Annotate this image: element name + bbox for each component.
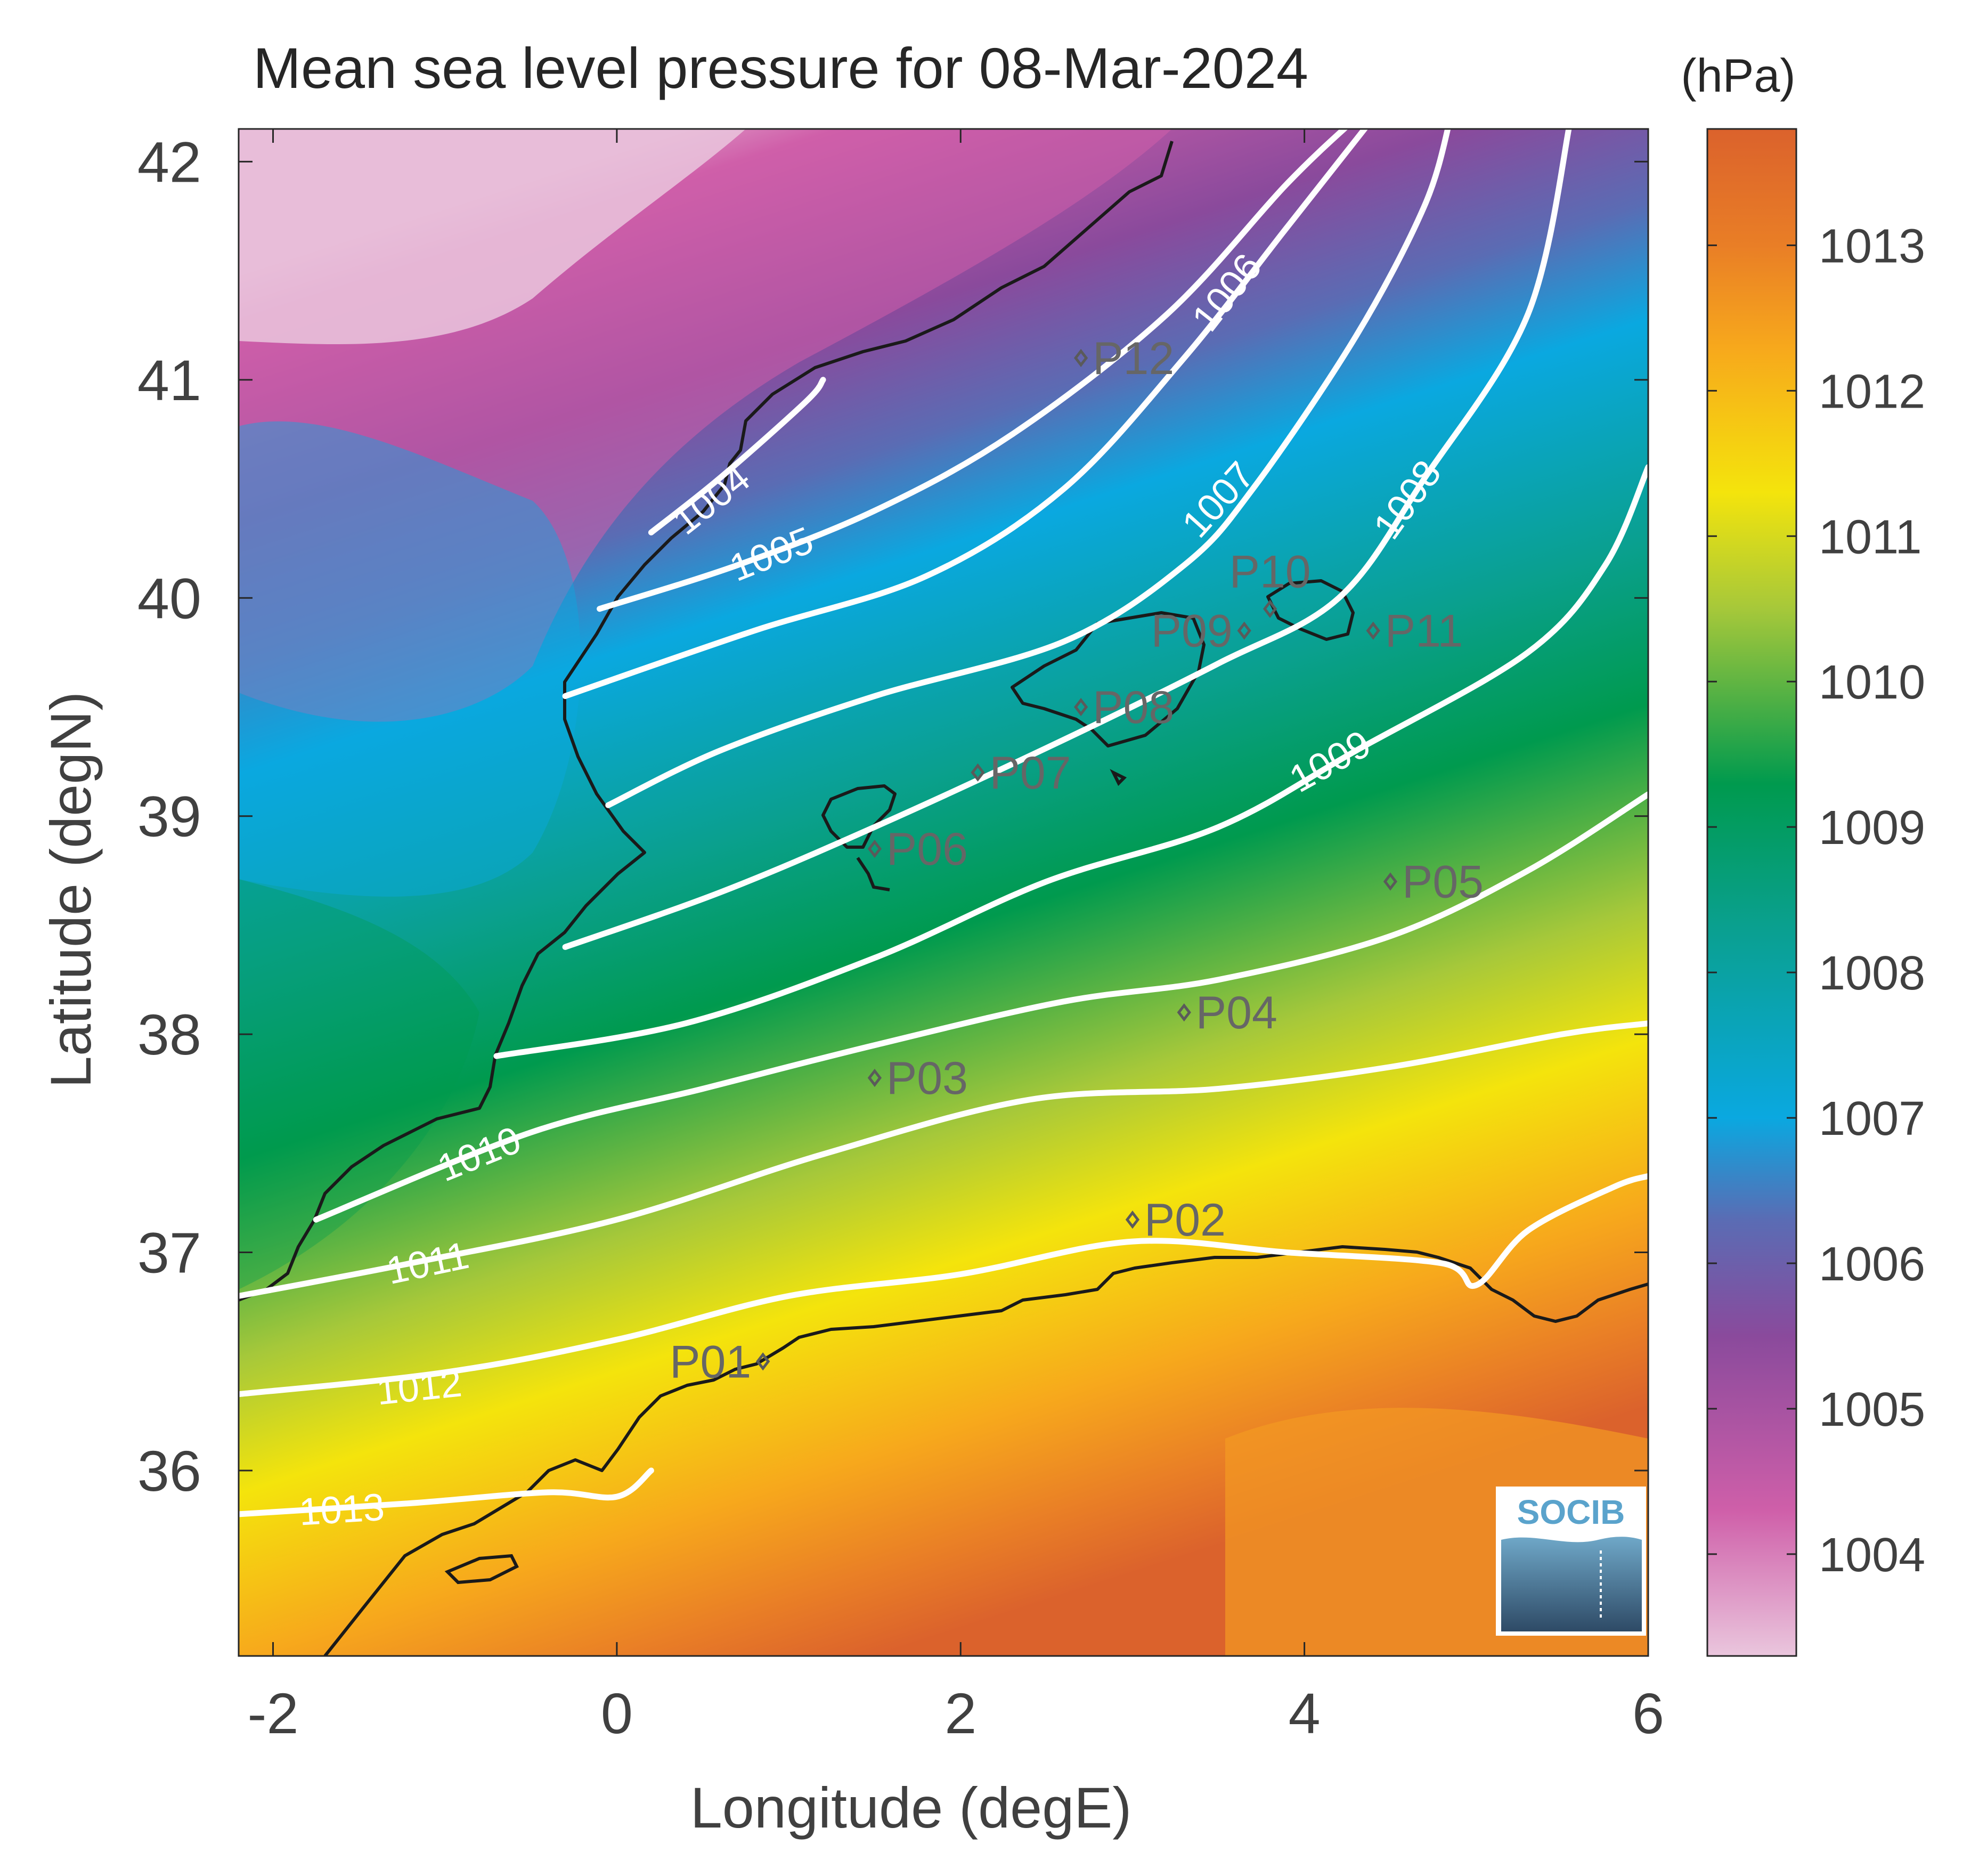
y-tick-label: 42 bbox=[137, 129, 201, 194]
station-marker bbox=[756, 1352, 770, 1371]
isobar-label: 1013 bbox=[298, 1486, 386, 1534]
coastline-iberia bbox=[239, 141, 1174, 1302]
isobar-1007 bbox=[605, 129, 1451, 808]
isobar-label: 1012 bbox=[374, 1362, 464, 1413]
island-formentera bbox=[856, 857, 890, 891]
isobar-1011 bbox=[239, 1020, 1648, 1299]
station-marker bbox=[867, 1068, 882, 1087]
station-marker bbox=[1073, 348, 1088, 368]
isobar-1013 bbox=[239, 1467, 654, 1517]
station-marker bbox=[1177, 1003, 1191, 1022]
y-tick-label: 38 bbox=[137, 1002, 201, 1067]
stations-layer: P01 P02 P03 P04 P05 P06 P07 P08 P09 P10 P11 P12 bbox=[670, 333, 1484, 1387]
socib-logo-text: SOCIB bbox=[1517, 1493, 1625, 1531]
colorbar-tick-label: 1005 bbox=[1819, 1383, 1925, 1436]
isobar-1008 bbox=[562, 129, 1572, 950]
station-marker bbox=[1073, 697, 1088, 717]
isobar-1010 bbox=[313, 791, 1648, 1223]
colorbar-tick-label: 1009 bbox=[1819, 801, 1925, 855]
station-label-p03: P03 bbox=[886, 1053, 968, 1104]
map-title: Mean sea level pressure for 08-Mar-2024 bbox=[253, 36, 1308, 100]
y-axis-label: Latitude (degN) bbox=[38, 692, 103, 1088]
y-tick-label: 39 bbox=[137, 784, 201, 849]
station-label-p10: P10 bbox=[1229, 547, 1311, 598]
colorbar-tick-label: 1008 bbox=[1819, 947, 1925, 1000]
island-menorca bbox=[1266, 579, 1355, 641]
x-tick-label: -2 bbox=[248, 1681, 299, 1745]
x-tick-label: 4 bbox=[1289, 1681, 1321, 1745]
colorbar-tick-label: 1007 bbox=[1819, 1092, 1925, 1146]
station-label-p08: P08 bbox=[1093, 682, 1174, 733]
station-label-p07: P07 bbox=[990, 748, 1071, 799]
station-marker bbox=[1366, 621, 1380, 640]
station-marker bbox=[1383, 872, 1398, 891]
socib-logo-wave bbox=[1501, 1537, 1642, 1631]
isobar-1005 bbox=[597, 129, 1349, 612]
x-tick-label: 2 bbox=[944, 1681, 976, 1745]
y-tick-label: 36 bbox=[137, 1439, 201, 1503]
colorbar-tick-label: 1013 bbox=[1819, 220, 1925, 273]
colorbar-tick-label: 1006 bbox=[1819, 1238, 1925, 1291]
station-label-p11: P11 bbox=[1385, 606, 1463, 657]
station-label-p04: P04 bbox=[1196, 987, 1277, 1038]
station-marker bbox=[867, 840, 882, 858]
station-label-p06: P06 bbox=[886, 824, 968, 875]
station-label-p09: P09 bbox=[1151, 606, 1233, 657]
y-tick-label: 40 bbox=[137, 566, 201, 630]
colorbar-tick-label: 1011 bbox=[1819, 510, 1922, 564]
iberia-inland-green-zone bbox=[239, 879, 479, 1289]
station-marker bbox=[971, 763, 985, 782]
station-label-p05: P05 bbox=[1402, 857, 1484, 908]
map-frame bbox=[238, 128, 1649, 1657]
socib-logo: SOCIB bbox=[1496, 1487, 1646, 1636]
x-tick-label: 6 bbox=[1632, 1681, 1664, 1745]
island-cabrera bbox=[1110, 769, 1127, 786]
low-pressure-core bbox=[239, 129, 746, 345]
colorbar-ticks: 1013 1012 1011 1010 1009 1008 1007 1006 1005 1004 bbox=[1707, 220, 1925, 1582]
colorbar-unit-label: (hPa) bbox=[1681, 49, 1795, 102]
station-marker bbox=[1263, 599, 1277, 618]
colorbar-tick-label: 1010 bbox=[1819, 656, 1925, 709]
y-tick-label: 37 bbox=[137, 1221, 201, 1285]
y-axis: 36 37 38 39 40 41 42 bbox=[137, 129, 1648, 1503]
isobar-1009 bbox=[493, 464, 1648, 1059]
station-label-p01: P01 bbox=[670, 1336, 751, 1387]
x-axis: -2 0 2 4 6 bbox=[248, 129, 1664, 1745]
station-marker bbox=[1125, 1211, 1140, 1229]
island-alboran bbox=[444, 1554, 519, 1585]
iberia-inland-cool-zone bbox=[239, 421, 581, 897]
colorbar-tick-label: 1004 bbox=[1819, 1529, 1925, 1582]
colorbar bbox=[1706, 128, 1797, 1657]
isobar-1006 bbox=[562, 129, 1369, 699]
station-label-p12: P12 bbox=[1093, 333, 1174, 384]
x-axis-label: Longitude (degE) bbox=[690, 1775, 1132, 1840]
station-marker bbox=[1237, 621, 1251, 640]
x-tick-label: 0 bbox=[601, 1681, 633, 1745]
colorbar-tick-label: 1012 bbox=[1819, 365, 1925, 418]
isobar-1012 bbox=[239, 1173, 1648, 1398]
station-label-p02: P02 bbox=[1144, 1195, 1226, 1246]
isobar-1004 bbox=[648, 377, 826, 535]
y-tick-label: 41 bbox=[137, 348, 201, 412]
